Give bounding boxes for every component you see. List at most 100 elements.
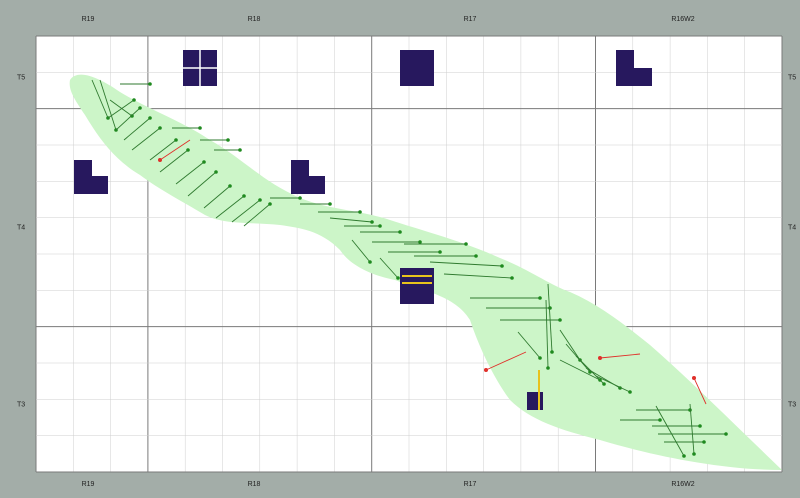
well-dot bbox=[698, 424, 702, 428]
well-line bbox=[99, 79, 117, 131]
well-dot bbox=[238, 148, 242, 152]
well-dot bbox=[658, 418, 662, 422]
well-dot bbox=[548, 306, 552, 310]
well-line bbox=[429, 261, 503, 267]
township-label-left-t5: T5 bbox=[17, 74, 26, 82]
well-dot bbox=[692, 452, 696, 456]
well-line bbox=[203, 185, 231, 209]
well-line bbox=[559, 359, 601, 381]
well-dot bbox=[358, 210, 362, 214]
tract-block bbox=[400, 268, 434, 304]
range-label-bottom-r18: R18 bbox=[247, 481, 261, 488]
well-dot bbox=[538, 356, 542, 360]
tract-block bbox=[400, 50, 434, 86]
township-label-right-t4: T4 bbox=[788, 224, 797, 232]
dry-hole-dot bbox=[598, 356, 602, 360]
well-dot bbox=[438, 250, 442, 254]
well-line bbox=[215, 195, 245, 219]
well-dot bbox=[378, 224, 382, 228]
well-dot bbox=[228, 184, 232, 188]
well-dot bbox=[148, 82, 152, 86]
well-dot bbox=[242, 194, 246, 198]
well-dot bbox=[702, 440, 706, 444]
well-dot bbox=[258, 198, 262, 202]
township-label-left-t3: T3 bbox=[17, 401, 26, 409]
dry-hole-line bbox=[485, 351, 527, 371]
well-line bbox=[655, 405, 685, 457]
well-dot bbox=[500, 264, 504, 268]
well-dot bbox=[198, 126, 202, 130]
well-line bbox=[175, 161, 205, 185]
well-dot bbox=[186, 148, 190, 152]
well-line bbox=[187, 171, 217, 197]
dry-hole-dot bbox=[484, 368, 488, 372]
well-dot bbox=[214, 170, 218, 174]
township-label-right-t5: T5 bbox=[788, 74, 797, 82]
township-label-left-t4: T4 bbox=[17, 224, 26, 232]
well-dot bbox=[138, 106, 142, 110]
range-label-bottom-r19: R19 bbox=[81, 481, 95, 488]
well-dot bbox=[418, 240, 422, 244]
well-dot bbox=[510, 276, 514, 280]
well-dot bbox=[398, 230, 402, 234]
well-dot bbox=[724, 432, 728, 436]
well-dot bbox=[558, 318, 562, 322]
well-dot bbox=[328, 202, 332, 206]
well-dot bbox=[602, 382, 606, 386]
well-line bbox=[559, 329, 581, 361]
dry-hole-dot bbox=[692, 376, 696, 380]
well-line bbox=[149, 139, 177, 161]
well-line bbox=[131, 127, 161, 151]
well-line bbox=[123, 117, 151, 141]
well-lines bbox=[91, 79, 728, 458]
well-dot bbox=[474, 254, 478, 258]
range-label-top-r18: R18 bbox=[247, 16, 261, 23]
well-dot bbox=[132, 98, 136, 102]
well-line bbox=[91, 79, 109, 119]
dry-hole-line bbox=[159, 139, 191, 161]
well-dot bbox=[598, 378, 602, 382]
well-dot bbox=[148, 116, 152, 120]
well-dot bbox=[370, 220, 374, 224]
well-line bbox=[443, 273, 513, 279]
tract-block bbox=[616, 68, 652, 86]
well-dot bbox=[298, 196, 302, 200]
well-dot bbox=[546, 366, 550, 370]
range-label-bottom-r17: R17 bbox=[463, 481, 477, 488]
well-dot bbox=[464, 242, 468, 246]
township-label-right-t3: T3 bbox=[788, 401, 797, 409]
well-line bbox=[547, 283, 553, 353]
range-label-top-r19: R19 bbox=[81, 16, 95, 23]
range-label-bottom-r16w2: R16W2 bbox=[671, 481, 695, 488]
tract-blocks bbox=[74, 50, 652, 410]
tract-block bbox=[291, 176, 325, 194]
well-line bbox=[109, 99, 133, 117]
well-line bbox=[351, 239, 371, 263]
well-line bbox=[115, 107, 141, 131]
well-line bbox=[689, 403, 695, 455]
well-line bbox=[243, 203, 271, 227]
well-dot bbox=[682, 454, 686, 458]
well-dot bbox=[202, 160, 206, 164]
well-line bbox=[329, 217, 373, 223]
well-dot bbox=[368, 260, 372, 264]
well-line bbox=[517, 331, 541, 359]
well-dot bbox=[396, 276, 400, 280]
range-label-top-r16w2: R16W2 bbox=[671, 16, 695, 23]
well-dot bbox=[174, 138, 178, 142]
well-dot bbox=[550, 350, 554, 354]
well-line bbox=[159, 149, 189, 173]
well-dot bbox=[226, 138, 230, 142]
well-line bbox=[595, 375, 631, 393]
dry-hole-line bbox=[693, 377, 707, 405]
well-line bbox=[107, 99, 135, 119]
well-dot bbox=[158, 126, 162, 130]
dry-hole-line bbox=[599, 353, 641, 359]
well-line bbox=[545, 299, 549, 369]
range-label-top-r17: R17 bbox=[463, 16, 477, 23]
well-line bbox=[231, 199, 261, 223]
well-line bbox=[379, 257, 399, 279]
tract-block bbox=[527, 392, 543, 410]
